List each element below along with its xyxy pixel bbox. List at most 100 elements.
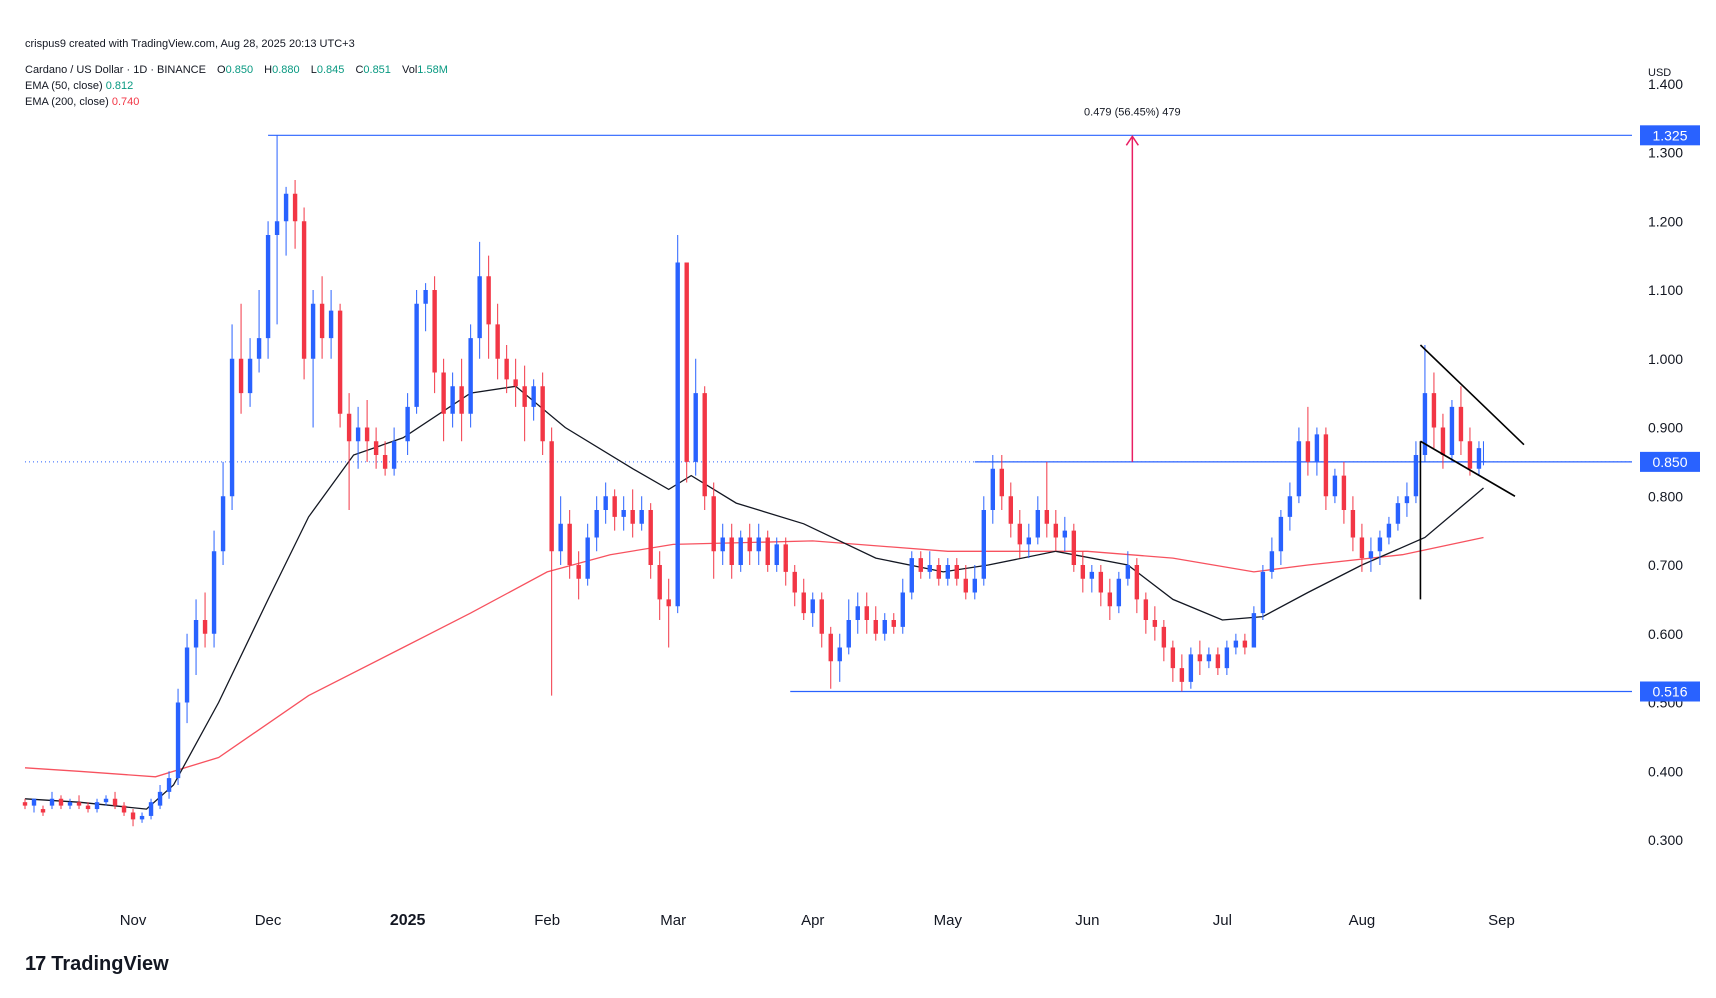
- candle-127: [1170, 640, 1176, 682]
- candle-40: [382, 441, 388, 476]
- candle-body: [301, 221, 307, 359]
- candle-body: [486, 276, 491, 325]
- candle-body: [1062, 530, 1068, 538]
- candle-28: [274, 135, 280, 325]
- candle-body: [738, 537, 743, 565]
- ema200-value: 0.740: [111, 96, 140, 108]
- candle-body: [513, 379, 518, 387]
- candle-109: [1008, 482, 1014, 538]
- x-tick-label-6: May: [934, 912, 963, 929]
- candle-body: [1188, 654, 1194, 682]
- candle-66: [621, 496, 626, 531]
- x-axis[interactable]: Nov Dec 2025 Feb Mar Apr May Jun Jul Aug Sep: [120, 912, 1515, 929]
- candle-96: [891, 613, 896, 634]
- candle-121: [1116, 571, 1122, 614]
- candle-31: [301, 207, 307, 380]
- candle-body: [522, 386, 527, 407]
- candle-body: [238, 358, 244, 394]
- candle-body: [130, 812, 136, 820]
- candle-39: [373, 427, 379, 469]
- horizontal-levels: [25, 134, 1632, 693]
- ohlc-high: 0.880: [272, 64, 300, 76]
- candle-65: [612, 489, 617, 531]
- candle-body: [1170, 647, 1176, 669]
- candle-body: [121, 805, 127, 813]
- candle-body: [1017, 523, 1023, 545]
- candle-97: [900, 578, 905, 634]
- candle-1: [31, 798, 37, 813]
- candle-63: [594, 496, 599, 552]
- symbol-row: Cardano / US Dollar · 1D · BINANCE O0.85…: [25, 64, 448, 76]
- candle-body: [202, 620, 208, 634]
- candle-body: [1476, 448, 1482, 469]
- ohlc-vol: 1.58M: [417, 64, 448, 76]
- measure-label: 0.479 (56.45%) 479: [1084, 106, 1181, 118]
- candle-body: [31, 798, 37, 806]
- candle-48: [459, 358, 464, 442]
- candle-117: [1080, 551, 1086, 593]
- candle-44: [423, 283, 428, 332]
- candle-body: [1026, 537, 1032, 545]
- candle-158: [1449, 400, 1455, 462]
- ohlc-close-label: C: [355, 64, 364, 76]
- candle-14: [148, 798, 154, 820]
- candle-body: [414, 303, 419, 407]
- candle-3: [49, 791, 55, 810]
- candle-93: [864, 592, 869, 634]
- candle-134: [1233, 633, 1239, 655]
- ohlc-open: 0.850: [225, 64, 254, 76]
- candle-body: [837, 647, 842, 662]
- candle-53: [504, 345, 509, 394]
- candle-body: [603, 496, 608, 510]
- candle-102: [945, 558, 950, 586]
- candle-114: [1053, 510, 1059, 552]
- candle-116: [1071, 523, 1077, 572]
- candle-body: [999, 468, 1005, 497]
- candle-body: [1152, 620, 1158, 627]
- candle-84: [783, 537, 788, 586]
- tradingview-brand[interactable]: 17 TradingView: [25, 953, 169, 976]
- candle-body: [639, 510, 644, 524]
- candle-body: [882, 620, 887, 634]
- candle-body: [1098, 571, 1104, 593]
- candle-88: [819, 592, 824, 648]
- candle-body: [468, 338, 473, 414]
- candle-133: [1224, 640, 1230, 675]
- candle-body: [1386, 523, 1392, 538]
- candle-50: [477, 241, 482, 359]
- ema50-label: EMA (50, close): [25, 80, 103, 92]
- ohlc-open-label: O: [217, 64, 226, 76]
- candle-157: [1440, 413, 1446, 469]
- candle-body: [85, 805, 91, 810]
- candle-body: [666, 599, 671, 607]
- drawings: 0.479 (56.45%) 479: [1084, 106, 1525, 600]
- candle-46: [441, 358, 446, 442]
- candle-123: [1134, 558, 1140, 614]
- candle-body: [67, 802, 73, 806]
- candle-38: [364, 400, 370, 462]
- candle-body: [441, 372, 446, 414]
- candle-body: [846, 620, 851, 648]
- candle-79: [738, 530, 743, 572]
- y-tick-label-3: 1.100: [1648, 282, 1683, 298]
- candle-body: [247, 358, 253, 394]
- candle-body: [612, 496, 617, 517]
- ohlc-low-label: L: [310, 64, 317, 76]
- candle-body: [585, 537, 590, 579]
- candle-body: [747, 537, 752, 552]
- y-tick-label-10: 0.400: [1648, 763, 1683, 779]
- candle-body: [1080, 565, 1086, 579]
- candle-76: [711, 482, 716, 579]
- candle-body: [954, 565, 959, 579]
- ema200-legend[interactable]: EMA (200, close) 0.740: [25, 96, 139, 108]
- candle-body: [76, 802, 82, 806]
- pennant-upper-line: [1419, 344, 1525, 446]
- candle-136: [1251, 606, 1257, 648]
- candle-body: [684, 262, 689, 462]
- candle-body: [346, 413, 352, 442]
- candle-body: [540, 386, 545, 442]
- ema50-legend[interactable]: EMA (50, close) 0.812: [25, 80, 133, 92]
- candle-29: [283, 186, 289, 256]
